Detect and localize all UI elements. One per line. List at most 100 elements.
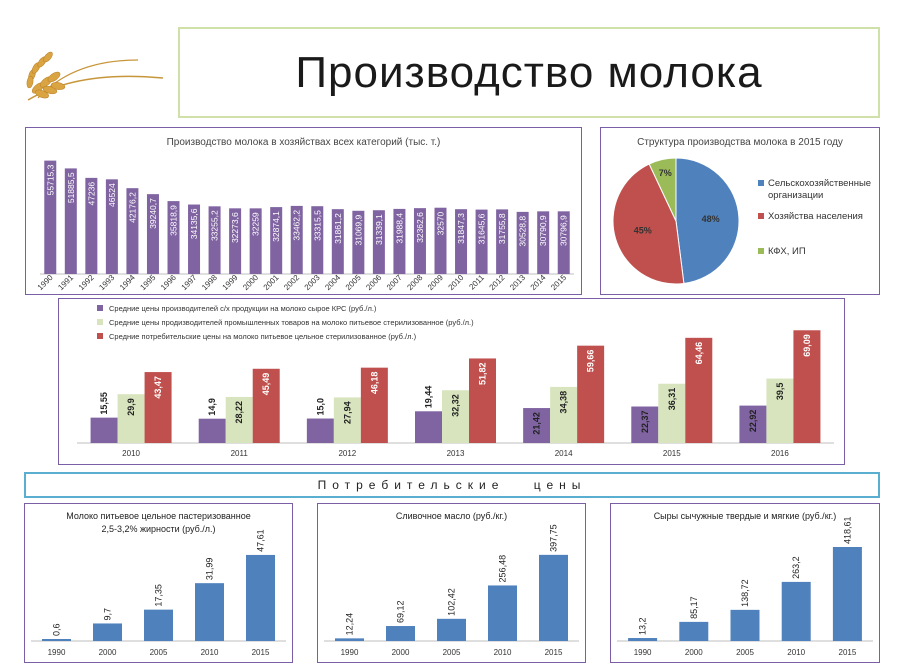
prices-bar-label: 51,82 [478,362,488,385]
prices-chart: Средние цены производителей с/х продукци… [77,304,834,458]
production-bar [557,211,570,274]
production-bar [270,207,283,274]
milk-tick-label: 2015 [252,648,270,657]
cheese-tick-label: 2000 [685,648,703,657]
prices-tick-label: 2011 [231,449,249,458]
prices-bar-label: 22,92 [748,410,758,433]
production-tick-label: 2013 [508,273,527,292]
consumer-prices-header: Потребительские цены [24,472,880,498]
production-bar-label: 35818,9 [169,205,179,236]
production-bar [475,209,488,274]
butter-bar-label: 102,42 [447,588,457,616]
production-bar-label: 51885,5 [66,172,76,203]
structure-chart-title: Структура производства молока в 2015 год… [637,137,843,148]
prices-bar-label: 15,0 [315,398,325,416]
prices-tick-label: 2010 [122,449,140,458]
butter-bar [386,626,415,641]
production-tick-label: 2004 [323,273,342,292]
prices-bar [144,372,172,443]
prices-chart-panel: Средние цены производителей с/х продукци… [58,298,845,465]
production-tick-label: 1992 [77,273,96,292]
production-tick-label: 2002 [282,273,301,292]
production-bar [44,160,57,274]
prices-bar-label: 39,5 [775,383,785,401]
prices-tick-label: 2013 [447,449,465,458]
prices-bar [658,383,686,443]
production-bar-label: 33255,2 [210,210,220,241]
production-bar [496,209,509,274]
production-bar-label: 32362,6 [415,212,425,243]
production-tick-label: 2001 [262,273,281,292]
production-bar [64,168,77,274]
pie-slice-label: 48% [702,214,720,224]
cheese-tick-label: 2010 [787,648,805,657]
cheese-tick-label: 2005 [736,648,754,657]
production-bar [229,208,242,274]
milk-bar [93,623,122,641]
pie-slice [675,157,740,285]
butter-bar [539,554,568,641]
production-bar [455,209,468,274]
prices-bar-label: 19,44 [424,386,434,409]
prices-bar-label: 34,38 [559,391,569,414]
production-bar-label: 42176,2 [127,192,137,223]
prices-bar [90,417,118,443]
prices-legend-swatch [97,319,103,325]
production-bar-label: 30528,8 [518,216,528,247]
milk-bar-label: 0,6 [52,623,62,636]
prices-legend-label: Средние цены продизводителей промышленны… [109,318,474,327]
pie-legend-swatch [758,180,764,186]
cheese-bar [628,638,658,641]
prices-bar-label: 43,47 [153,376,163,399]
butter-tick-label: 2010 [494,648,512,657]
prices-bar-label: 29,9 [126,398,136,416]
prices-bar-label: 45,49 [261,373,271,396]
production-bar [146,194,159,274]
prices-bar [523,408,551,443]
butter-bar [437,618,466,641]
cheese-bar [730,609,760,641]
production-tick-label: 2012 [488,273,507,292]
prices-bar-label: 64,46 [694,342,704,365]
prices-bar [550,386,578,443]
production-bar [537,211,550,274]
prices-bar-label: 46,18 [369,372,379,395]
production-bar-label: 39240,7 [148,198,158,229]
prices-bar-label: 15,55 [99,392,109,415]
production-bar [434,207,447,274]
butter-bar [335,638,364,641]
production-tick-label: 1998 [200,273,219,292]
production-bar-label: 47236 [86,182,96,206]
production-bar-label: 31755,8 [497,213,507,244]
production-bar-label: 46524 [107,183,117,207]
prices-legend-label: Средние потребительские цены на молоко п… [109,332,417,341]
production-bar-label: 33315,5 [312,210,322,241]
prices-bar [766,378,794,443]
prices-bar [685,337,713,443]
butter-tick-label: 1990 [341,648,359,657]
pie-slice [612,163,685,285]
structure-chart-panel: Структура производства молока в 2015 год… [600,127,880,295]
prices-bar-label: 14,9 [207,398,217,416]
butter-tick-label: 2015 [545,648,563,657]
production-bar-label: 30796,9 [559,215,569,246]
prices-bar [306,418,334,443]
production-tick-label: 1996 [159,273,178,292]
milk-retail-chart: Молоко питьевое цельное пастеризованное 2… [31,511,286,657]
prices-bar [577,345,605,443]
pie-legend-label: КФХ, ИП [768,246,806,257]
production-bar [372,210,385,274]
cheese-bar-label: 138,72 [740,579,750,607]
milk-bar [246,554,275,641]
prices-bar [117,394,145,443]
production-tick-label: 1990 [36,273,55,292]
prices-tick-label: 2015 [663,449,681,458]
production-tick-label: 2008 [405,273,424,292]
butter-tick-label: 2005 [443,648,461,657]
production-bar-label: 31988,4 [394,213,404,244]
prices-legend-label: Средние цены производителей с/х продукци… [109,304,377,313]
prices-bar [631,406,659,443]
production-bar-label: 31339,1 [374,214,384,245]
page-title: Производство молока [295,47,763,97]
